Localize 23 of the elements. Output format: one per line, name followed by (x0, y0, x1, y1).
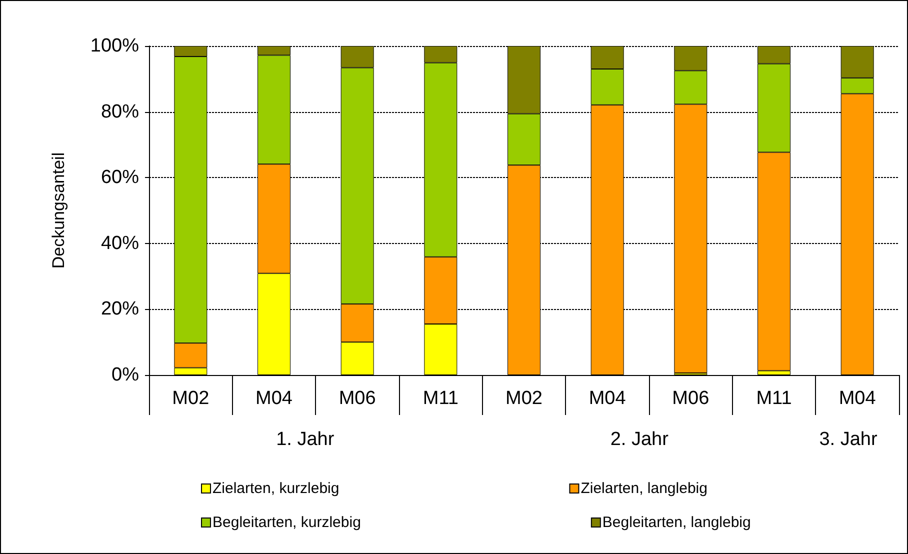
x-tick-label: M02 (172, 388, 210, 409)
y-axis-title: Deckungsanteil (49, 152, 68, 269)
legend-label: Begleitarten, kurzlebig (212, 514, 361, 531)
y-tick-label: 100% (90, 36, 140, 56)
x-tick-label: M02 (506, 388, 542, 409)
legend-label: Zielarten, langlebig (580, 480, 708, 497)
y-tick-label: 20% (100, 298, 140, 320)
y-tick-label: 40% (100, 232, 140, 254)
x-tick-label: M06 (672, 388, 710, 409)
text: 1. Jahr (276, 429, 335, 450)
legend-label: Begleitarten, langlebig (602, 514, 751, 531)
x-tick-label: M04 (588, 388, 626, 409)
y-tick-label: 60% (100, 167, 140, 188)
text: 2. Jahr (610, 429, 670, 450)
x-tick-label: M06 (338, 388, 376, 409)
x-tick-label: M04 (256, 388, 293, 409)
x-tick-label: M11 (756, 388, 792, 409)
y-tick-label: 0% (112, 364, 140, 386)
x-tick-label: M11 (422, 388, 458, 409)
legend-label: Zielarten, kurzlebig (212, 480, 340, 497)
y-tick-label: 80% (100, 101, 140, 122)
text: 3. Jahr (819, 429, 878, 450)
x-tick-label: M04 (838, 388, 876, 409)
